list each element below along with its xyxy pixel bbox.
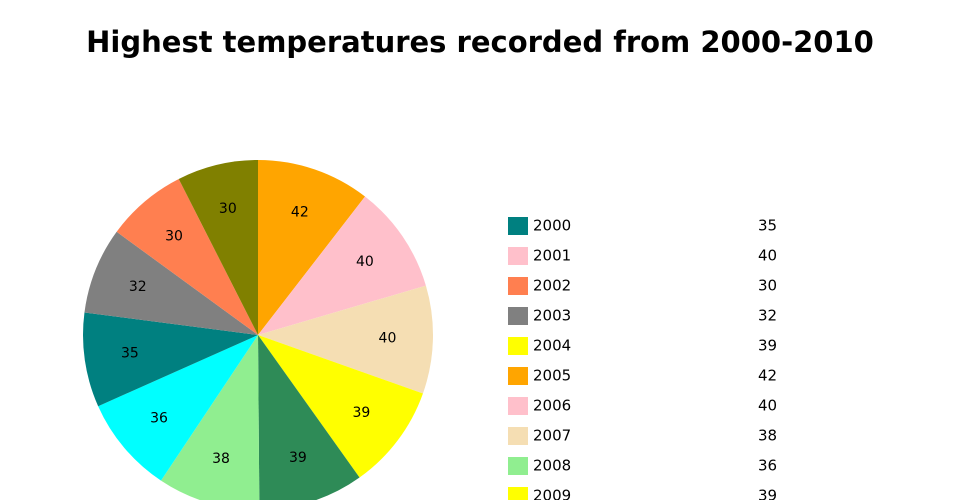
- legend-swatch: [508, 217, 528, 235]
- legend-value: 38: [758, 427, 777, 445]
- pie-slice: [178, 160, 258, 335]
- legend-value: 42: [758, 367, 777, 385]
- legend-swatch: [508, 367, 528, 385]
- legend-value: 40: [758, 397, 777, 415]
- legend-swatch: [508, 277, 528, 295]
- slice-label: 38: [212, 451, 230, 467]
- slice-label: 35: [121, 346, 139, 362]
- pie-slice: [116, 178, 258, 335]
- pie-slice: [84, 231, 258, 335]
- legend-value: 35: [758, 217, 777, 235]
- legend-label: 2009: [533, 487, 571, 500]
- pie-slice: [258, 335, 360, 500]
- legend-value: 39: [758, 487, 777, 500]
- pie-slice: [82, 312, 258, 407]
- legend-label: 2001: [533, 247, 571, 265]
- legend-label: 2000: [533, 217, 571, 235]
- legend-swatch: [508, 337, 528, 355]
- legend-label: 2007: [533, 427, 571, 445]
- legend-value: 39: [758, 337, 777, 355]
- pie-slice: [160, 335, 260, 500]
- pie-slice: [258, 335, 423, 478]
- legend-label: 2006: [533, 397, 571, 415]
- legend-swatch: [508, 457, 528, 475]
- pie-slice: [98, 335, 259, 481]
- legend-label: 2004: [533, 337, 571, 355]
- legend-swatch: [508, 427, 528, 445]
- slice-label: 30: [219, 201, 237, 217]
- legend-swatch: [508, 307, 528, 325]
- slice-label: 42: [291, 204, 309, 220]
- pie-slice: [258, 160, 366, 335]
- slice-label: 30: [165, 228, 183, 244]
- legend-value: 40: [758, 247, 777, 265]
- pie-slice: [258, 285, 433, 394]
- chart-title: Highest temperatures recorded from 2000-…: [86, 25, 874, 59]
- legend-label: 2003: [533, 307, 571, 325]
- legend-value: 36: [758, 457, 777, 475]
- legend-label: 2008: [533, 457, 571, 475]
- legend-label: 2002: [533, 277, 571, 295]
- pie-slice: [258, 196, 426, 335]
- legend-swatch: [508, 247, 528, 265]
- slice-label: 40: [356, 254, 374, 270]
- legend-swatch: [508, 397, 528, 415]
- slice-label: 32: [129, 279, 147, 295]
- slice-label: 39: [352, 405, 370, 421]
- legend-value: 30: [758, 277, 777, 295]
- slice-label: 39: [289, 450, 307, 466]
- slice-label: 36: [150, 411, 168, 427]
- slice-label: 40: [379, 331, 397, 347]
- legend-swatch: [508, 487, 528, 500]
- legend-value: 32: [758, 307, 777, 325]
- legend-label: 2005: [533, 367, 571, 385]
